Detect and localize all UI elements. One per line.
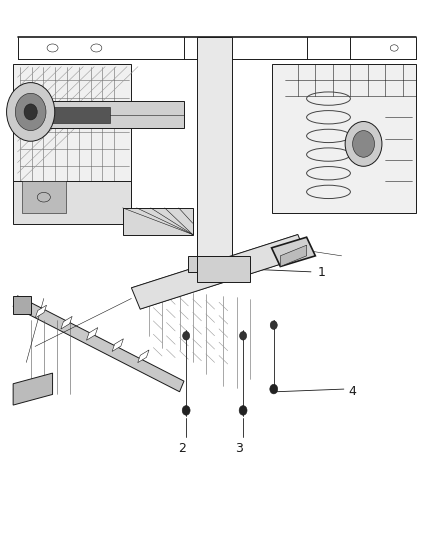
Text: 2: 2: [178, 442, 186, 455]
Polygon shape: [112, 339, 124, 351]
Polygon shape: [13, 373, 53, 405]
Polygon shape: [123, 208, 193, 235]
Text: 4: 4: [348, 385, 356, 398]
Polygon shape: [131, 235, 307, 309]
Polygon shape: [197, 256, 250, 282]
Polygon shape: [61, 317, 72, 329]
Polygon shape: [86, 328, 98, 340]
Polygon shape: [35, 305, 46, 318]
Circle shape: [24, 104, 37, 120]
Circle shape: [7, 83, 55, 141]
Circle shape: [239, 406, 247, 415]
Circle shape: [182, 406, 190, 415]
Polygon shape: [197, 37, 232, 277]
Polygon shape: [280, 245, 307, 266]
Polygon shape: [13, 181, 131, 224]
Text: 1: 1: [318, 266, 325, 279]
Circle shape: [345, 122, 382, 166]
Circle shape: [270, 321, 277, 329]
Polygon shape: [138, 350, 149, 362]
Circle shape: [183, 332, 190, 340]
Polygon shape: [188, 256, 241, 272]
Polygon shape: [13, 296, 184, 392]
Polygon shape: [272, 237, 315, 266]
Text: 3: 3: [235, 442, 243, 455]
Polygon shape: [13, 296, 31, 314]
Circle shape: [353, 131, 374, 157]
Polygon shape: [272, 64, 416, 213]
Circle shape: [240, 332, 247, 340]
Circle shape: [15, 93, 46, 131]
Polygon shape: [35, 107, 110, 123]
Polygon shape: [35, 101, 184, 128]
Circle shape: [270, 384, 278, 394]
Polygon shape: [13, 64, 131, 213]
Polygon shape: [22, 181, 66, 213]
